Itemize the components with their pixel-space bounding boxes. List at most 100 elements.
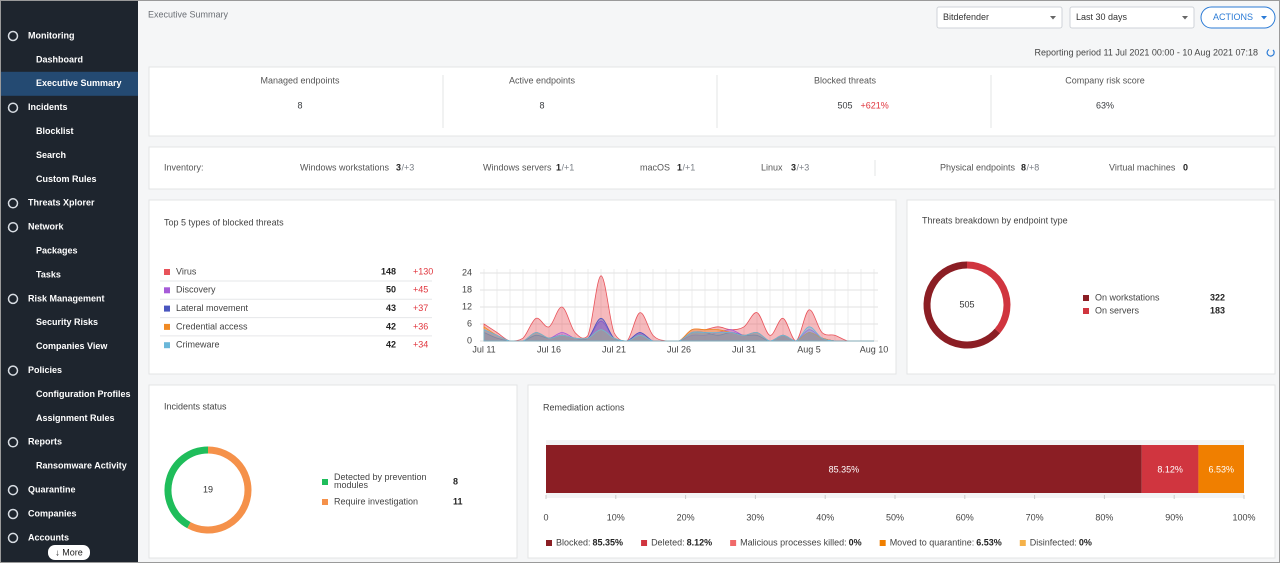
nav-item[interactable]: Dashboard	[36, 54, 83, 64]
nav-section[interactable]: Policies	[28, 365, 62, 375]
x-tick-label: Aug 5	[797, 344, 821, 354]
reporting-period: Reporting period 11 Jul 2021 00:00 - 10 …	[1034, 47, 1258, 57]
legend-value: 8.12%	[687, 537, 713, 547]
legend-value: 11	[453, 496, 463, 506]
inventory-item-count: 1	[556, 162, 561, 172]
nav-item[interactable]: Assignment Rules	[36, 413, 115, 423]
inventory-item-name: Linux	[761, 162, 783, 172]
x-tick-label: Jul 31	[732, 344, 756, 354]
bar-label: 6.53%	[1208, 464, 1234, 474]
legend-label: Moved to quarantine:	[890, 537, 975, 547]
legend-label: Credential access	[176, 321, 248, 331]
legend-label: On workstations	[1095, 292, 1160, 302]
nav-section[interactable]: Risk Management	[28, 293, 105, 303]
legend-label: On servers	[1095, 305, 1140, 315]
x-tick-label: 30%	[746, 512, 764, 522]
kpi-change: +621%	[861, 100, 889, 110]
nav-item[interactable]: Ransomware Activity	[36, 461, 127, 471]
nav-section[interactable]: Threats Xplorer	[28, 198, 95, 208]
donut-total: 19	[203, 484, 213, 494]
legend-total: 43	[386, 303, 396, 313]
nav-section[interactable]: Quarantine	[28, 484, 76, 494]
legend-value: 0%	[849, 537, 862, 547]
inventory-item-change: /+3	[402, 162, 415, 172]
nav-item[interactable]: Search	[36, 150, 66, 160]
x-tick-label: 90%	[1165, 512, 1183, 522]
inventory-item-name: Windows workstations	[300, 162, 390, 172]
legend-swatch	[164, 269, 170, 275]
x-tick-label: 0	[543, 512, 548, 522]
chart-title: Remediation actions	[543, 402, 625, 412]
legend-swatch	[322, 499, 328, 505]
y-tick-label: 24	[462, 267, 472, 277]
legend-label: Virus	[176, 266, 197, 276]
inventory-item-count: 0	[1183, 162, 1188, 172]
bar-label: 85.35%	[829, 464, 860, 474]
inventory-item-count: 1	[677, 162, 682, 172]
legend-change: +37	[413, 303, 428, 313]
inventory-item-name: Physical endpoints	[940, 162, 1016, 172]
x-tick-label: 40%	[816, 512, 834, 522]
inventory-item-change: /+3	[797, 162, 810, 172]
legend-value: 183	[1210, 305, 1225, 315]
nav-item[interactable]: Security Risks	[36, 317, 98, 327]
nav-section[interactable]: Companies	[28, 508, 77, 518]
legend-label: Deleted:	[651, 537, 685, 547]
nav-section[interactable]: Accounts	[28, 532, 69, 542]
legend-value: 0%	[1079, 537, 1092, 547]
kpi-label: Active endpoints	[509, 75, 576, 85]
nav-section[interactable]: Incidents	[28, 102, 68, 112]
inventory-item-count: 8	[1021, 162, 1026, 172]
nav-item[interactable]: Tasks	[36, 269, 61, 279]
x-tick-label: 60%	[956, 512, 974, 522]
x-tick-label: 10%	[607, 512, 625, 522]
x-tick-label: Jul 11	[472, 344, 495, 354]
more-button-label[interactable]: ↓ More	[55, 547, 83, 557]
inventory-item-change: /+1	[562, 162, 575, 172]
nav-section[interactable]: Monitoring	[28, 30, 75, 40]
inventory-item-name: macOS	[640, 162, 670, 172]
x-tick-label: 20%	[677, 512, 695, 522]
donut-total: 505	[959, 299, 974, 309]
legend-value: 6.53%	[976, 537, 1002, 547]
kpi-value: 63%	[1096, 100, 1114, 110]
period-select-value: Last 30 days	[1076, 12, 1128, 22]
legend-swatch	[730, 540, 736, 546]
nav-item[interactable]: Executive Summary	[36, 78, 122, 88]
legend-label: Require investigation	[334, 496, 418, 506]
legend-value: 8	[453, 476, 458, 486]
x-tick-label: Aug 10	[860, 344, 889, 354]
legend-swatch	[1083, 308, 1089, 314]
chart-title: Threats breakdown by endpoint type	[922, 215, 1068, 225]
nav-item[interactable]: Companies View	[36, 341, 108, 351]
nav-section[interactable]: Reports	[28, 437, 62, 447]
inventory-item-count: 3	[791, 162, 796, 172]
y-tick-label: 0	[467, 335, 472, 345]
nav-section[interactable]: Network	[28, 222, 65, 232]
x-tick-label: 70%	[1026, 512, 1044, 522]
y-tick-label: 12	[462, 301, 472, 311]
company-select-value: Bitdefender	[943, 12, 989, 22]
x-tick-label: 80%	[1095, 512, 1113, 522]
legend-label: Lateral movement	[176, 303, 249, 313]
nav-item[interactable]: Packages	[36, 245, 78, 255]
kpi-label: Managed endpoints	[260, 75, 340, 85]
y-tick-label: 6	[467, 318, 472, 328]
nav-item[interactable]: Configuration Profiles	[36, 389, 131, 399]
chart-title: Top 5 types of blocked threats	[164, 217, 284, 227]
legend-label: Malicious processes killed:	[740, 537, 847, 547]
y-tick-label: 18	[462, 284, 472, 294]
legend-value: 322	[1210, 292, 1225, 302]
inventory-item-count: 3	[396, 162, 401, 172]
legend-swatch	[164, 306, 170, 312]
nav-item[interactable]: Blocklist	[36, 126, 74, 136]
legend-label: Discovery	[176, 285, 216, 295]
nav-item[interactable]: Custom Rules	[36, 174, 97, 184]
kpi-label: Company risk score	[1065, 75, 1145, 85]
kpi-value: 8	[297, 100, 302, 110]
legend-swatch	[880, 540, 886, 546]
inventory-item-name: Virtual machines	[1109, 162, 1176, 172]
actions-button-label[interactable]: ACTIONS	[1213, 12, 1253, 22]
legend-total: 148	[381, 266, 396, 276]
legend-swatch	[1020, 540, 1026, 546]
